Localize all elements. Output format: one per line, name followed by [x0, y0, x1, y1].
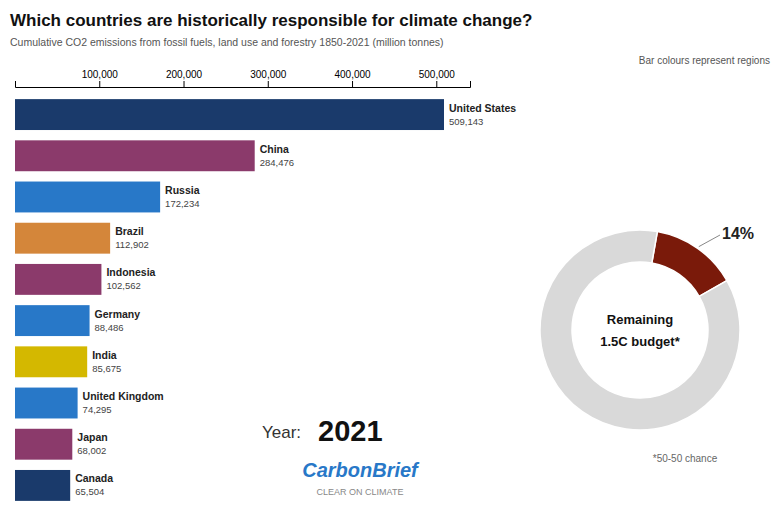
category-label: Indonesia [106, 266, 155, 278]
annotation: CarbonBrief [302, 459, 420, 481]
x-axis: 100,000 200,000 300,000 400,000 500,000 [16, 69, 471, 88]
bar [15, 388, 78, 419]
annotation: *50-50 chance [653, 453, 718, 464]
tick-label: 100,000 [82, 69, 119, 80]
category-label: United States [449, 102, 516, 114]
tick-label: 200,000 [166, 69, 203, 80]
category-label: China [260, 143, 289, 155]
data-label: 102,562 [106, 280, 140, 291]
data-label: 74,295 [83, 404, 112, 415]
annotation: Year: [262, 423, 301, 442]
chart: Which countries are historically respons… [0, 0, 780, 520]
category-label: Canada [75, 472, 113, 484]
bar [15, 223, 110, 254]
tick-mark [268, 81, 269, 87]
tick-mark [436, 81, 437, 87]
subtitle: Cumulative CO2 emissions from fossil fue… [10, 36, 444, 48]
year-block: Year: 2021 CarbonBrief CLEAR ON CLIMATE [262, 415, 420, 497]
donut-slice [540, 230, 740, 430]
data-label: 112,902 [115, 239, 149, 250]
category-label: Russia [165, 184, 200, 196]
category-label: Brazil [115, 225, 144, 237]
bar [15, 264, 101, 295]
tick-mark [99, 81, 100, 87]
data-label: 65,504 [75, 486, 104, 497]
x-tick: 500,000 [419, 69, 456, 87]
data-label: 172,234 [165, 198, 199, 209]
bar [15, 429, 72, 460]
bar [15, 346, 87, 377]
bar [15, 182, 160, 213]
bar [15, 470, 70, 501]
annotation: Bar colours represent regions [639, 55, 770, 66]
tick-mark [184, 81, 185, 87]
category-label: India [92, 349, 117, 361]
category-label: Germany [95, 308, 141, 320]
tick-label: 400,000 [334, 69, 371, 80]
category-label: United Kingdom [83, 390, 164, 402]
data-label: 284,476 [260, 157, 294, 168]
annotation: 2021 [318, 415, 383, 447]
bar-labels: United States 509,143 China 284,476 Russia 17… [75, 102, 516, 498]
data-label: 14% [722, 225, 754, 242]
x-tick: 400,000 [334, 69, 371, 87]
x-tick: 300,000 [250, 69, 287, 87]
data-label: 85,675 [92, 363, 121, 374]
bars [15, 99, 444, 501]
leader-line [699, 235, 720, 247]
x-tick: 200,000 [166, 69, 203, 87]
annotation: CLEAR ON CLIMATE [317, 487, 404, 497]
x-tick: 100,000 [82, 69, 119, 87]
annotation: 1.5C budget* [600, 334, 680, 349]
tick-mark [352, 81, 353, 87]
axis-domain [16, 81, 471, 88]
annotation: Remaining [607, 312, 674, 327]
data-label: 509,143 [449, 116, 483, 127]
bar [15, 140, 255, 171]
donut: Remaining 1.5C budget* 14% *50-50 chance [540, 225, 754, 464]
data-label: 68,002 [77, 445, 106, 456]
title: Which countries are historically respons… [10, 11, 532, 30]
tick-label: 300,000 [250, 69, 287, 80]
data-label: 88,486 [95, 322, 124, 333]
category-label: Japan [77, 431, 107, 443]
tick-label: 500,000 [419, 69, 456, 80]
bar [15, 305, 90, 336]
bar [15, 99, 444, 130]
